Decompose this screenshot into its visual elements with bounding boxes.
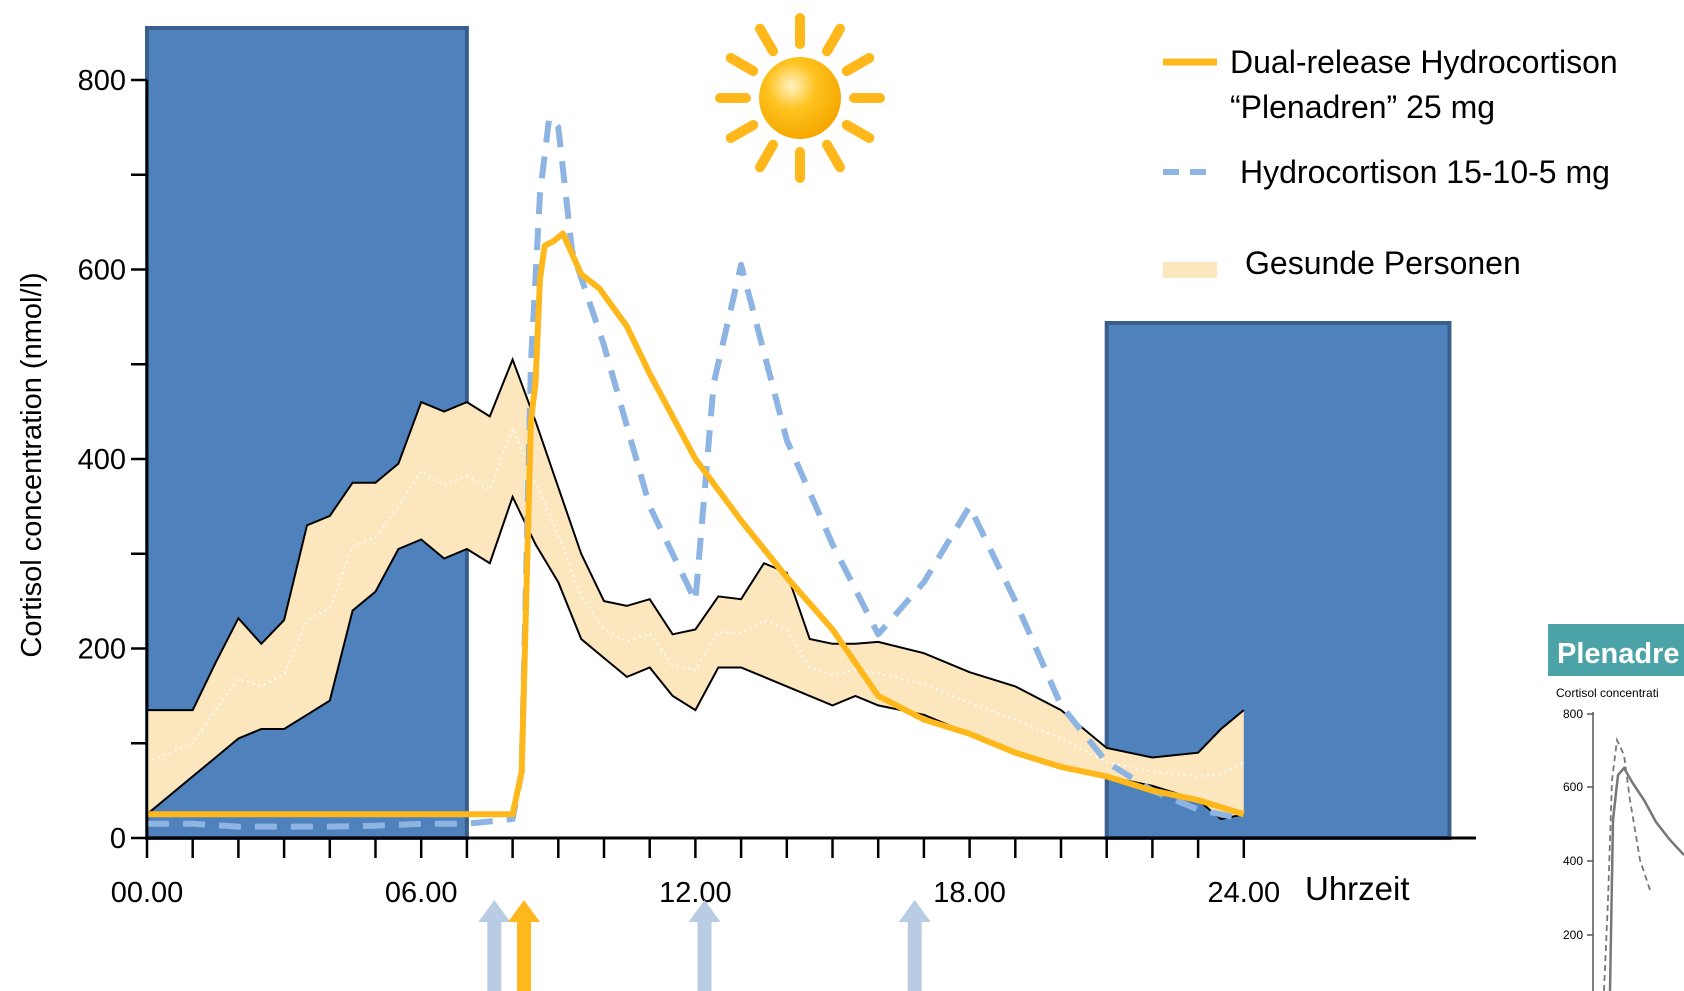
hydrocortison-line xyxy=(147,114,1245,830)
sun-rays xyxy=(715,13,885,183)
sun-ray xyxy=(725,53,759,76)
sun-ray xyxy=(822,23,845,57)
y-tick-label: 800 xyxy=(78,65,126,97)
legend-item-healthy: Gesunde Personen xyxy=(1163,245,1521,281)
inset-subtitle: Cortisol concentrati xyxy=(1556,686,1659,700)
legend-item-plenadren: Dual-release Hydrocortison “Plenadren” 2… xyxy=(1163,44,1618,125)
y-tick-label: 200 xyxy=(78,634,126,666)
sun-ray xyxy=(755,139,778,173)
night-block xyxy=(1104,321,1452,840)
inset-y-tick-label: 600 xyxy=(1563,780,1583,794)
y-tick-label: 400 xyxy=(78,444,126,476)
legend-label: Gesunde Personen xyxy=(1245,245,1521,281)
inset-y-tick-label: 800 xyxy=(1563,707,1583,721)
inset-thumbnail: Plenadre Cortisol concentrati 800 600 40… xyxy=(1548,624,1684,991)
sun-ray xyxy=(841,53,875,76)
inset-y-tick-label: 400 xyxy=(1563,854,1583,868)
inset-y-tick-label: 200 xyxy=(1563,928,1583,942)
x-tick-label: 24.00 xyxy=(1208,877,1281,909)
x-tick-label: 06.00 xyxy=(385,877,458,909)
sun-ray xyxy=(725,120,759,143)
legend-item-hydrocortison: Hydrocortison 15-10-5 mg xyxy=(1163,154,1610,190)
y-tick-label: 0 xyxy=(110,823,126,855)
sun-ray xyxy=(755,23,778,57)
dose-markers xyxy=(478,900,931,991)
x-ticks: 00.00 06.00 12.00 18.00 24.00 xyxy=(111,838,1280,909)
dose-arrow-icon xyxy=(898,900,931,991)
y-ticks: 0 200 400 600 800 xyxy=(78,65,147,855)
legend: Dual-release Hydrocortison “Plenadren” 2… xyxy=(1163,44,1618,281)
legend-label: Hydrocortison 15-10-5 mg xyxy=(1240,154,1610,190)
inset-header xyxy=(1548,624,1684,676)
sun-ray xyxy=(841,120,875,143)
healthy-band-fill xyxy=(147,359,1244,819)
legend-swatch-band xyxy=(1163,262,1217,278)
sun-icon xyxy=(715,13,885,183)
legend-label: “Plenadren” 25 mg xyxy=(1230,89,1495,125)
sun-ray xyxy=(822,139,845,173)
inset-solid-curve xyxy=(1608,765,1684,991)
x-axis-label: Uhrzeit xyxy=(1305,870,1410,907)
dose-arrow-icon xyxy=(508,900,541,991)
legend-label: Dual-release Hydrocortison xyxy=(1230,44,1618,80)
x-tick-label: 18.00 xyxy=(933,877,1006,909)
dose-arrow-icon xyxy=(688,900,721,991)
plenadren-line xyxy=(147,230,1245,818)
inset-y-ticks xyxy=(1587,713,1593,936)
y-axis-label: Cortisol concentration (nmol/l) xyxy=(16,272,48,657)
series-lines xyxy=(147,114,1245,830)
inset-title: Plenadre xyxy=(1557,638,1680,670)
x-tick-label: 12.00 xyxy=(659,877,732,909)
sun-disc xyxy=(759,57,841,139)
inset-dashed-curve xyxy=(1603,736,1651,991)
dose-arrow-icon xyxy=(478,900,511,991)
x-tick-label: 00.00 xyxy=(111,877,184,909)
y-tick-label: 600 xyxy=(78,255,126,287)
healthy-band-upper xyxy=(147,356,1245,759)
